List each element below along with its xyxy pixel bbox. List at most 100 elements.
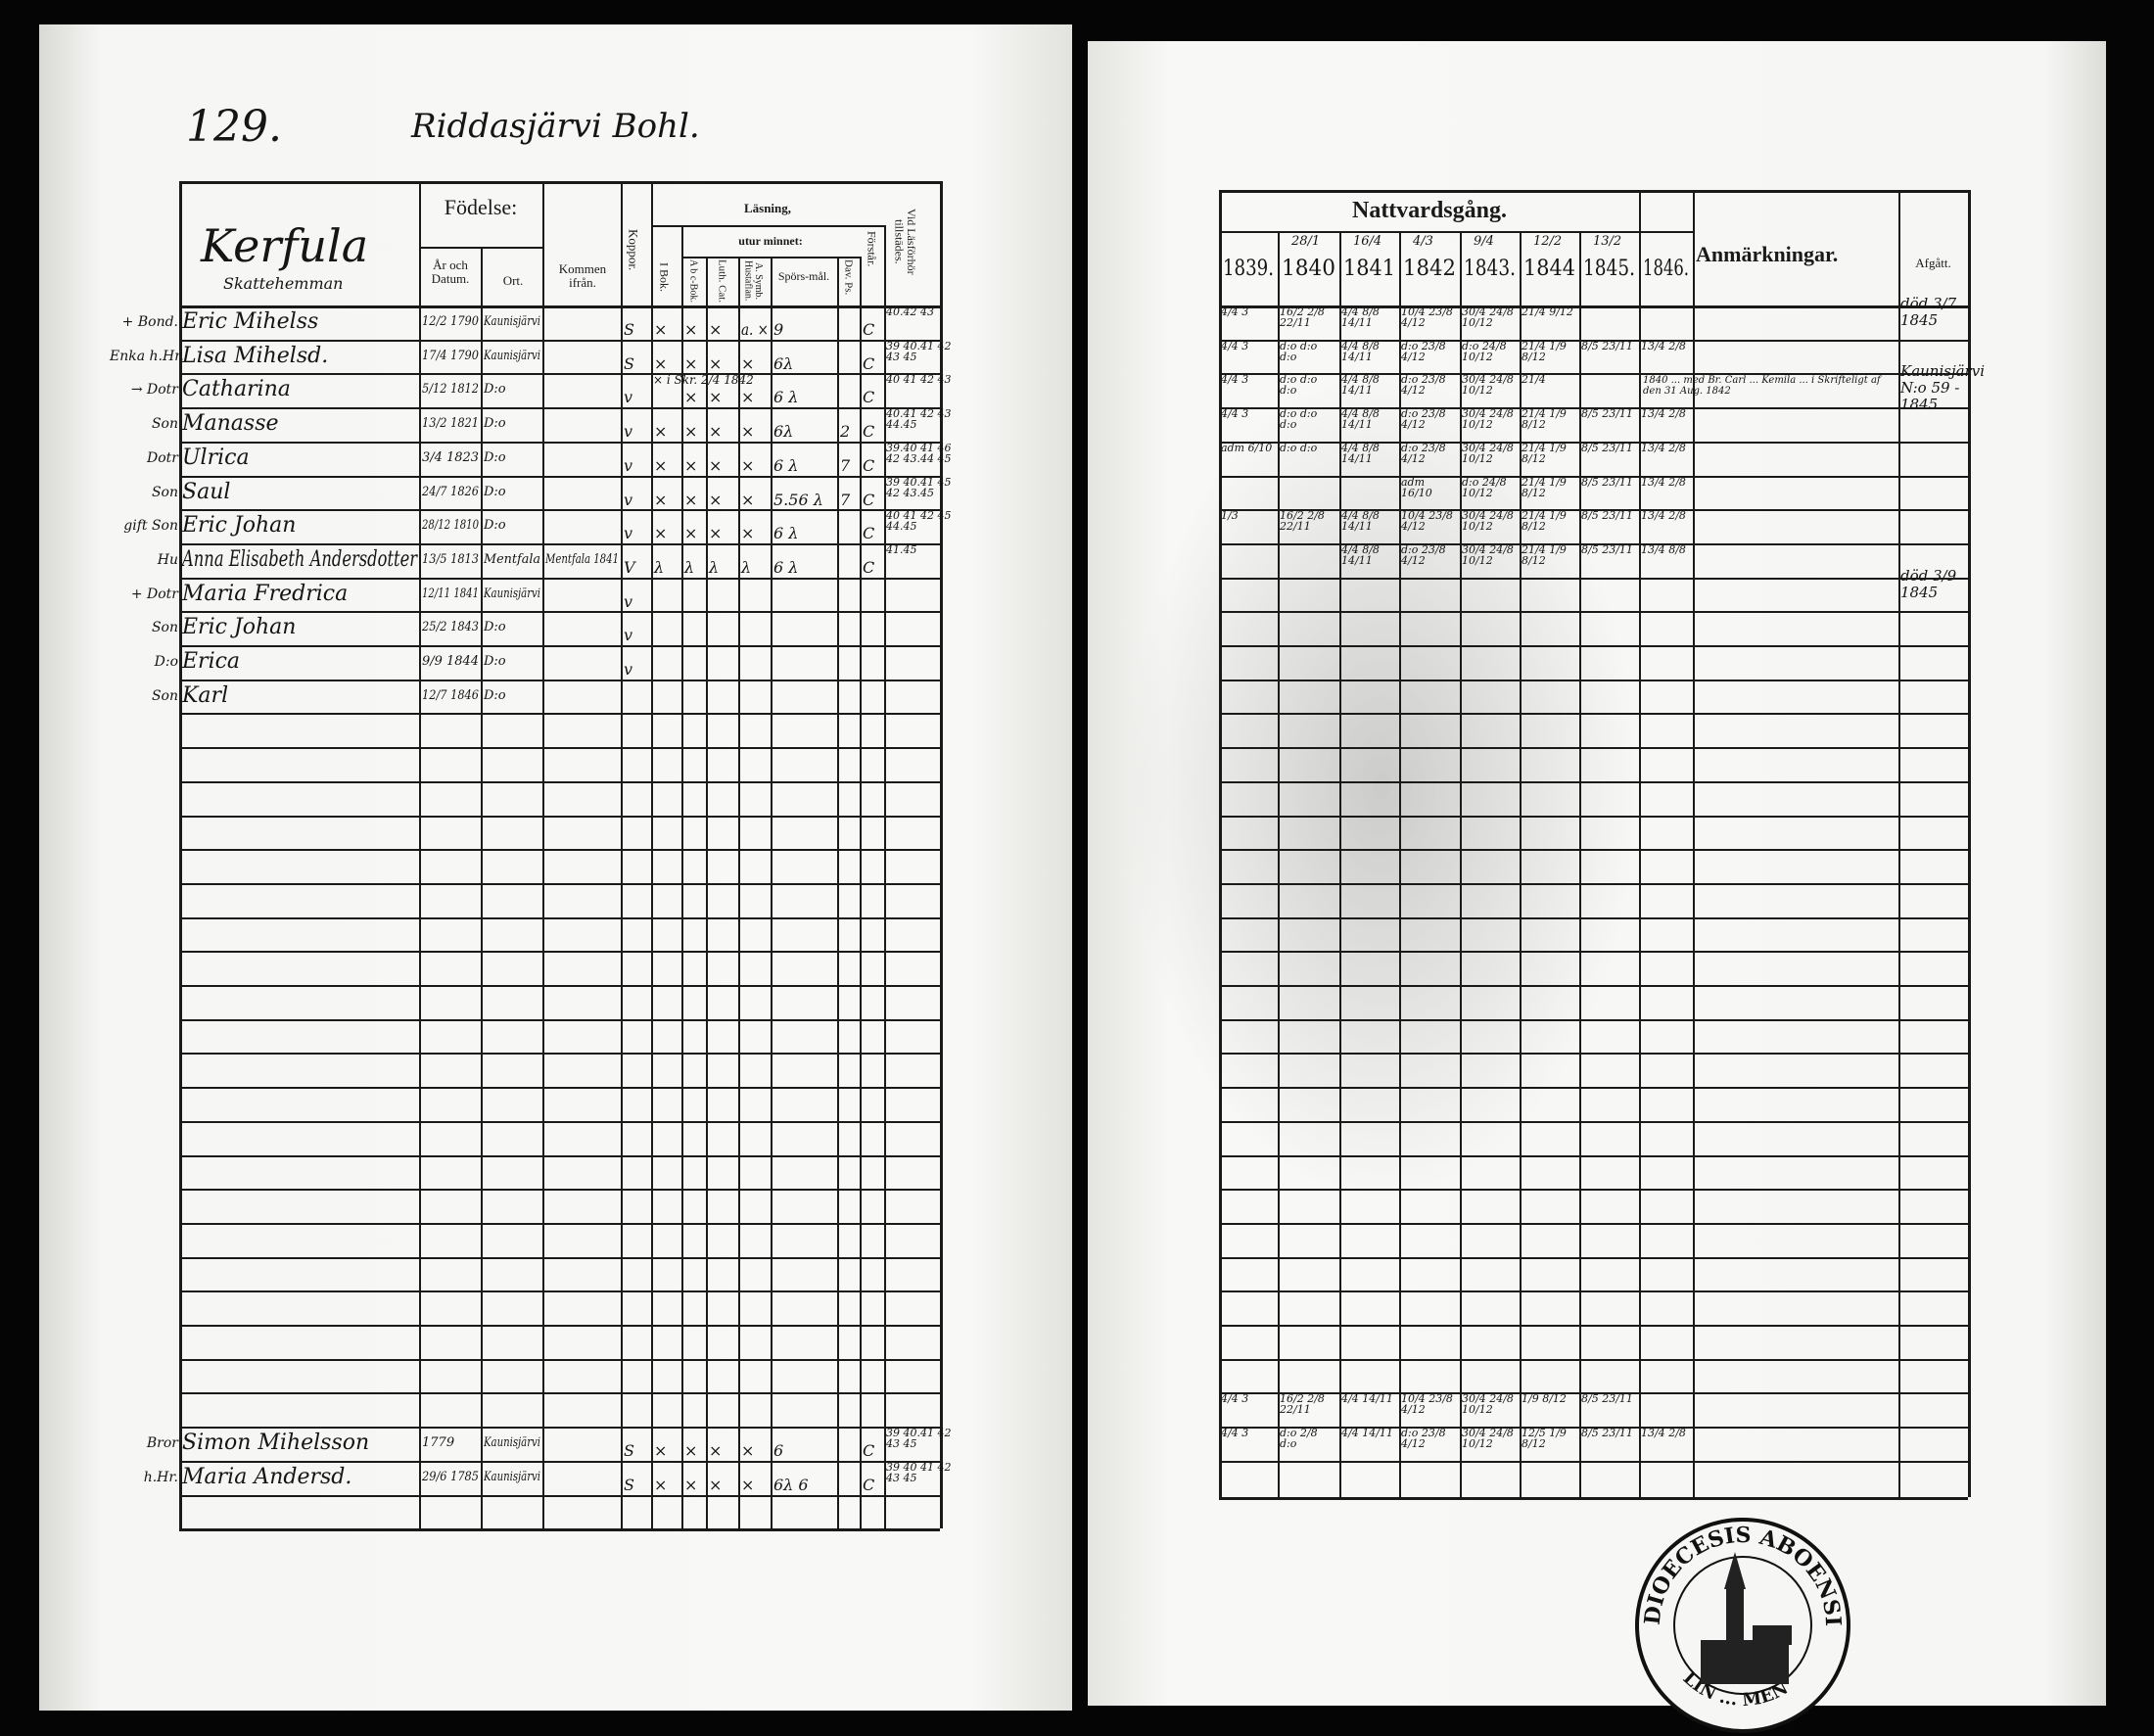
year-date: 12/2 — [1533, 234, 1563, 249]
rule-line — [179, 1087, 940, 1089]
communion-cell: 21/4 1/9 8/12 — [1522, 407, 1567, 431]
communion-cell: d:o 23/8 4/12 — [1401, 543, 1446, 567]
departed-cell: död 3/9 1845 — [1900, 567, 1957, 601]
rule-line — [419, 247, 542, 249]
cell-name: Lisa Mihelsd. — [182, 344, 329, 368]
cell-i-bok: × — [654, 354, 668, 373]
communion-cell: 4/4 8/8 14/11 — [1341, 442, 1380, 465]
column-line — [738, 257, 740, 1529]
cell-vaccinated: v — [624, 491, 633, 509]
communion-cell: 4/4 14/11 — [1341, 1427, 1393, 1439]
communion-cell: 13/4 2/8 — [1641, 509, 1686, 522]
communion-cell: 4/4 14/11 — [1341, 1392, 1393, 1405]
rule-line — [179, 578, 940, 580]
cell-i-bok: × — [654, 456, 668, 475]
cell-vaccinated: S — [624, 354, 634, 373]
cell-a-symb: × — [741, 1476, 755, 1494]
cell-luth-cat: × — [709, 422, 723, 441]
rule-line — [179, 373, 940, 375]
communion-cell: 13/4 2/8 — [1641, 476, 1686, 489]
rule-line — [179, 181, 940, 184]
communion-cell: d:o 23/8 4/12 — [1401, 373, 1446, 397]
cell-place: D:o — [484, 485, 506, 499]
communion-cell: 21/4 — [1522, 373, 1546, 386]
cell-vaccinated: S — [624, 1441, 634, 1460]
rule-line — [179, 1392, 940, 1394]
dav-ps-header: Dav. Ps. — [842, 259, 855, 296]
cell-vaccinated: v — [624, 388, 633, 406]
rule-line — [1219, 917, 1968, 919]
column-line — [419, 181, 421, 1529]
rule-line — [179, 951, 940, 953]
rule-line — [1219, 1497, 1968, 1500]
cell-a-symb: × — [741, 388, 755, 406]
communion-cell: 16/2 2/8 22/11 — [1280, 305, 1325, 329]
cell-a-symb: λ — [741, 558, 752, 577]
cell-i-bok: × — [654, 1476, 668, 1494]
cell-a-symb: a. × — [741, 320, 769, 339]
cell-place: Kaunisjärvi — [484, 349, 540, 363]
communion-cell: 30/4 24/8 10/12 — [1462, 1392, 1514, 1416]
cell-name: Karl — [182, 683, 229, 708]
column-line — [1460, 231, 1462, 1497]
communion-cell: 4/4 3 — [1221, 407, 1249, 420]
rule-line — [179, 1121, 940, 1123]
communion-cell: 30/4 24/8 10/12 — [1462, 509, 1514, 533]
communion-cell: 21/4 1/9 8/12 — [1522, 543, 1567, 567]
forstar-header: Förstår. — [865, 231, 879, 267]
cell-place: Kaunisjärvi — [484, 1470, 540, 1484]
communion-cell: 8/5 23/11 — [1581, 476, 1633, 489]
communion-cell: 30/4 24/8 10/12 — [1462, 543, 1514, 567]
rule-line — [179, 849, 940, 851]
cell-luth-cat: × — [709, 491, 723, 509]
cell-lasforhor: 39 40 41 42 43 45 — [886, 1461, 952, 1484]
cell-abc-bok: λ — [684, 558, 695, 577]
cell-i-bok: × — [654, 320, 668, 339]
communion-cell: 8/5 23/11 — [1581, 442, 1633, 454]
cell-born: 24/7 1826 — [422, 485, 479, 499]
row-title: gift Son — [123, 518, 178, 534]
rule-line — [1219, 1019, 1968, 1021]
rule-line — [179, 713, 940, 715]
cell-born: 3/4 1823 — [422, 450, 480, 465]
communion-cell: 21/4 1/9 8/12 — [1522, 509, 1567, 533]
rule-line — [1219, 407, 1968, 409]
cell-abc-bok: × — [684, 354, 698, 373]
lasforhor-header: Vid Läsförhör tillstädes. — [892, 209, 919, 275]
rule-line — [179, 816, 940, 818]
communion-cell: d:o 24/8 10/12 — [1462, 476, 1507, 499]
year-label: 1843. — [1464, 257, 1516, 281]
cell-luth-cat: × — [709, 1476, 723, 1494]
cell-place: D:o — [484, 382, 506, 397]
communion-cell: 4/4 8/8 14/11 — [1341, 509, 1380, 533]
rule-line — [1219, 578, 1968, 580]
communion-cell: 8/5 23/11 — [1581, 543, 1633, 556]
communion-cell: 13/4 2/8 — [1641, 1427, 1686, 1439]
cell-born: 12/7 1846 — [422, 688, 479, 703]
cell-born: 13/2 1821 — [422, 416, 479, 431]
communion-cell: 8/5 23/11 — [1581, 407, 1633, 420]
column-line — [706, 257, 708, 1529]
cell-a-symb: × — [741, 1441, 755, 1460]
page-number: 129. — [186, 102, 282, 152]
column-line — [884, 225, 886, 1529]
rule-line — [179, 1528, 940, 1532]
cell-place: D:o — [484, 688, 506, 703]
cell-a-symb: × — [741, 456, 755, 475]
cell-i-bok: × — [654, 491, 668, 509]
communion-cell: 21/4 1/9 8/12 — [1522, 442, 1567, 465]
cell-sporsmal: 6λ — [773, 422, 794, 441]
rule-line — [179, 645, 940, 647]
cell-place: D:o — [484, 416, 506, 431]
rule-line — [1219, 373, 1968, 375]
cell-i-bok: × — [654, 524, 668, 542]
communion-cell: 4/4 3 — [1221, 1427, 1249, 1439]
rule-line — [1219, 713, 1968, 715]
column-line — [860, 257, 862, 1529]
rule-line — [1219, 442, 1968, 444]
rule-line — [1219, 1155, 1968, 1157]
by-heart-header: utur minnet: — [738, 234, 803, 248]
rule-line — [1219, 1290, 1968, 1292]
column-line — [651, 181, 653, 1529]
cell-born: 29/6 1785 — [422, 1470, 479, 1484]
